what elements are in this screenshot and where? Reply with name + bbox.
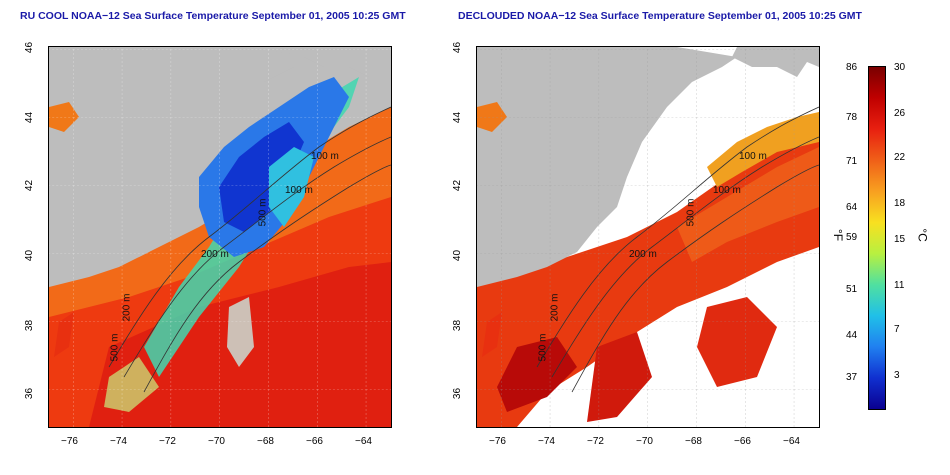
x-tick-label: −64	[783, 436, 800, 447]
fahrenheit-unit: °F	[831, 228, 846, 242]
contour-label-200m: 200 m	[121, 293, 133, 322]
y-tick-label: 42	[24, 179, 36, 192]
x-tick-label: −68	[685, 436, 702, 447]
x-tick-label: −74	[110, 436, 127, 447]
contour-label-100m: 100 m	[739, 151, 767, 162]
x-tick-label: −70	[208, 436, 225, 447]
celsius-tick: 3	[894, 370, 900, 381]
y-tick-label: 36	[452, 387, 464, 400]
contour-label-200m: 200 m	[201, 249, 229, 260]
fahrenheit-tick: 51	[846, 284, 858, 295]
contour-label-500m: 500 m	[257, 198, 269, 227]
fahrenheit-tick: 78	[846, 112, 858, 123]
contour-label-200m: 200 m	[629, 249, 657, 260]
x-tick-label: −72	[159, 436, 176, 447]
x-tick-label: −64	[355, 436, 372, 447]
y-tick-label: 42	[452, 179, 464, 192]
y-tick-label: 40	[452, 249, 464, 262]
y-tick-label: 46	[452, 41, 464, 54]
y-tick-label: 44	[24, 111, 36, 124]
x-tick-label: −76	[489, 436, 506, 447]
celsius-tick: 22	[894, 152, 906, 163]
left-map-title: RU COOL NOAA−12 Sea Surface Temperature …	[20, 10, 406, 22]
x-tick-label: −66	[734, 436, 751, 447]
y-tick-label: 38	[24, 319, 36, 332]
celsius-tick: 15	[894, 234, 906, 245]
contour-label-500m: 500 m	[109, 333, 121, 362]
contour-label-100m: 100 m	[285, 185, 313, 196]
fahrenheit-tick: 86	[846, 62, 858, 73]
y-tick-label: 44	[452, 111, 464, 124]
fahrenheit-tick: 37	[846, 372, 858, 383]
celsius-tick: 7	[894, 324, 900, 335]
right-sst-image	[477, 47, 819, 427]
x-tick-label: −72	[587, 436, 604, 447]
celsius-unit: °C	[915, 228, 930, 242]
contour-label-500m: 500 m	[537, 333, 549, 362]
x-tick-label: −76	[61, 436, 78, 447]
left-sst-map: 100 m 100 m 200 m 500 m 200 m 500 m	[48, 46, 392, 428]
fahrenheit-tick: 59	[846, 232, 858, 243]
right-sst-map: 100 m 100 m 200 m 500 m 200 m 500 m	[476, 46, 820, 428]
x-tick-label: −66	[306, 436, 323, 447]
celsius-tick: 11	[894, 280, 905, 291]
y-tick-label: 38	[452, 319, 464, 332]
right-map-title: DECLOUDED NOAA−12 Sea Surface Temperatur…	[458, 10, 862, 22]
contour-label-500m: 500 m	[685, 198, 697, 227]
x-tick-label: −70	[636, 436, 653, 447]
x-tick-label: −74	[538, 436, 555, 447]
celsius-tick: 18	[894, 198, 906, 209]
celsius-tick: 30	[894, 62, 906, 73]
contour-label-100m: 100 m	[311, 151, 339, 162]
x-tick-label: −68	[257, 436, 274, 447]
contour-label-100m: 100 m	[713, 185, 741, 196]
fahrenheit-tick: 64	[846, 202, 858, 213]
y-tick-label: 36	[24, 387, 36, 400]
contour-label-200m: 200 m	[549, 293, 561, 322]
fahrenheit-tick: 71	[846, 156, 858, 167]
fahrenheit-tick: 44	[846, 330, 858, 341]
y-tick-label: 46	[24, 41, 36, 54]
left-sst-image	[49, 47, 391, 427]
temperature-colorbar	[868, 66, 886, 410]
celsius-tick: 26	[894, 108, 906, 119]
y-tick-label: 40	[24, 249, 36, 262]
